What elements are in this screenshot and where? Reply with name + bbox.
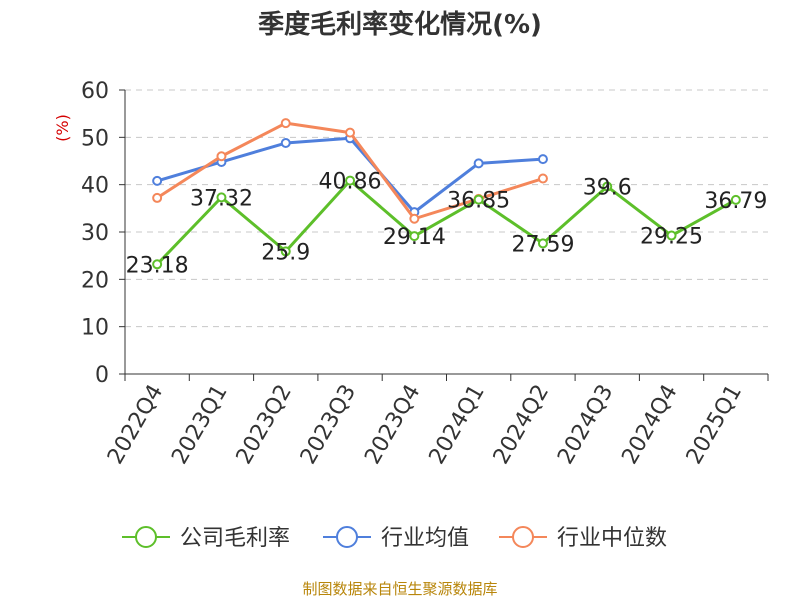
legend-label: 行业均值 xyxy=(381,526,469,551)
y-tick-label: 60 xyxy=(81,79,109,104)
y-tick-label: 30 xyxy=(81,221,109,246)
data-point xyxy=(345,175,356,186)
data-point xyxy=(152,192,163,203)
x-tick-label: 2024Q4 xyxy=(617,381,682,469)
data-point xyxy=(473,158,484,169)
x-tick-label: 2022Q4 xyxy=(103,381,168,469)
data-label: 40.86 xyxy=(319,170,382,195)
x-tick-label: 2023Q1 xyxy=(167,381,232,469)
data-point xyxy=(473,194,484,205)
y-tick-label: 50 xyxy=(81,126,109,151)
x-tick-label: 2024Q3 xyxy=(553,381,618,469)
grid-lines xyxy=(125,89,768,328)
legend-label: 公司毛利率 xyxy=(180,526,290,551)
legend-marker xyxy=(135,526,157,548)
series-lines xyxy=(152,118,741,270)
y-axis-label: (%) xyxy=(53,114,72,142)
data-point xyxy=(537,173,548,184)
x-tick-label: 2025Q1 xyxy=(682,381,747,469)
y-tick-label: 10 xyxy=(81,316,109,341)
data-point xyxy=(345,127,356,138)
data-point xyxy=(537,238,548,249)
data-label: 23.18 xyxy=(126,253,189,278)
series-line xyxy=(156,179,737,266)
legend-marker xyxy=(336,526,358,548)
legend: 公司毛利率 行业均值 行业中位数 xyxy=(122,526,667,551)
x-tick-label: 2024Q2 xyxy=(489,381,554,469)
source-note: 制图数据来自恒生聚源数据库 xyxy=(302,580,498,598)
data-label: 29.25 xyxy=(640,225,703,250)
data-point xyxy=(602,181,613,192)
data-label: 37.32 xyxy=(190,186,253,211)
data-label: 36.85 xyxy=(447,189,510,214)
legend-item-0: 公司毛利率 xyxy=(122,526,290,551)
data-point xyxy=(666,230,677,241)
y-tick-label: 20 xyxy=(81,268,109,293)
y-tick-label: 40 xyxy=(81,174,109,199)
data-point xyxy=(216,151,227,162)
legend-label: 行业中位数 xyxy=(557,526,667,551)
data-label: 36.79 xyxy=(704,189,767,214)
y-tick-label: 0 xyxy=(95,363,109,388)
data-point xyxy=(216,192,227,203)
x-tick-label: 2023Q2 xyxy=(232,381,297,469)
series-1 xyxy=(152,133,548,218)
data-point xyxy=(152,175,163,186)
data-label: 27.59 xyxy=(511,232,574,257)
x-tick-label: 2023Q3 xyxy=(296,381,361,469)
data-point xyxy=(730,194,741,205)
data-point xyxy=(280,246,291,257)
legend-item-1: 行业均值 xyxy=(323,526,469,551)
data-point xyxy=(409,213,420,224)
x-tick-label: 2023Q4 xyxy=(360,381,425,469)
series-0 xyxy=(152,175,741,270)
data-point xyxy=(280,118,291,129)
legend-marker xyxy=(512,526,534,548)
x-tick-label: 2024Q1 xyxy=(425,381,490,469)
data-point xyxy=(280,138,291,149)
data-label: 25.9 xyxy=(261,240,310,265)
data-label: 29.14 xyxy=(383,225,446,250)
chart-title: 季度毛利率变化情况(%) xyxy=(258,10,542,40)
data-point xyxy=(537,154,548,165)
data-point xyxy=(409,231,420,242)
legend-item-2: 行业中位数 xyxy=(499,526,667,551)
data-point xyxy=(152,259,163,270)
data-label: 39.6 xyxy=(583,176,632,201)
